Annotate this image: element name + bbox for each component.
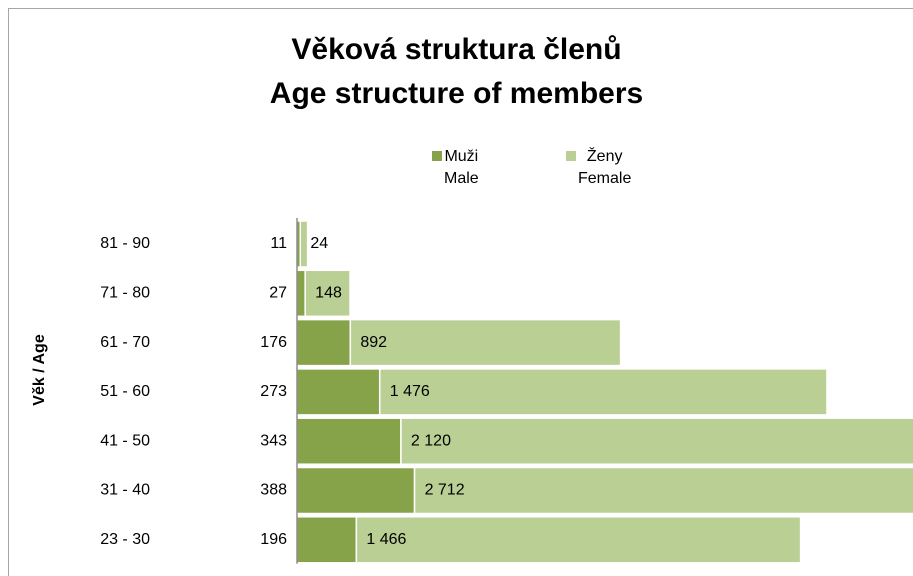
bar [355,516,802,564]
data-label: 2 120 [411,432,451,449]
y-tick-label: 51 - 60 [100,383,150,400]
data-label: 2 712 [425,482,465,499]
data-label: 24 [310,235,328,252]
bar [299,220,309,268]
bar [413,466,913,515]
y-tick-label: 71 - 80 [100,285,150,302]
bar [296,368,381,416]
bar [296,318,352,367]
y-tick-label: 23 - 30 [100,531,150,548]
chart-frame [8,8,913,576]
legend-entry: Muži Male [444,148,479,187]
data-label: 176 [260,334,287,351]
bar [400,417,913,465]
bar [296,516,358,564]
legend-entry: Ženy Female [578,148,632,187]
y-tick-label: 31 - 40 [100,482,150,499]
chart-title: Věková struktura členů Age structure of … [269,33,644,110]
bar [296,417,402,465]
bar [349,318,622,367]
data-label: 27 [269,285,287,302]
y-tick-label: 61 - 70 [100,334,150,351]
data-label: 273 [260,383,287,400]
y-tick-label: 41 - 50 [100,432,150,449]
legend-swatch [566,151,576,161]
data-label: 343 [260,432,287,449]
legend-swatch [432,151,442,161]
data-label: 1 476 [390,383,430,400]
bar [304,269,351,318]
y-axis-label: Věk / Age [31,334,48,406]
data-label: 196 [260,531,287,548]
bar [296,269,306,318]
data-label: 388 [260,482,287,499]
data-label: 1 466 [366,531,406,548]
y-tick-label: 81 - 90 [100,235,150,252]
bar [296,466,416,515]
data-label: 11 [270,235,287,252]
data-label: 148 [315,285,342,302]
bar [378,368,828,416]
data-label: 892 [360,334,387,351]
